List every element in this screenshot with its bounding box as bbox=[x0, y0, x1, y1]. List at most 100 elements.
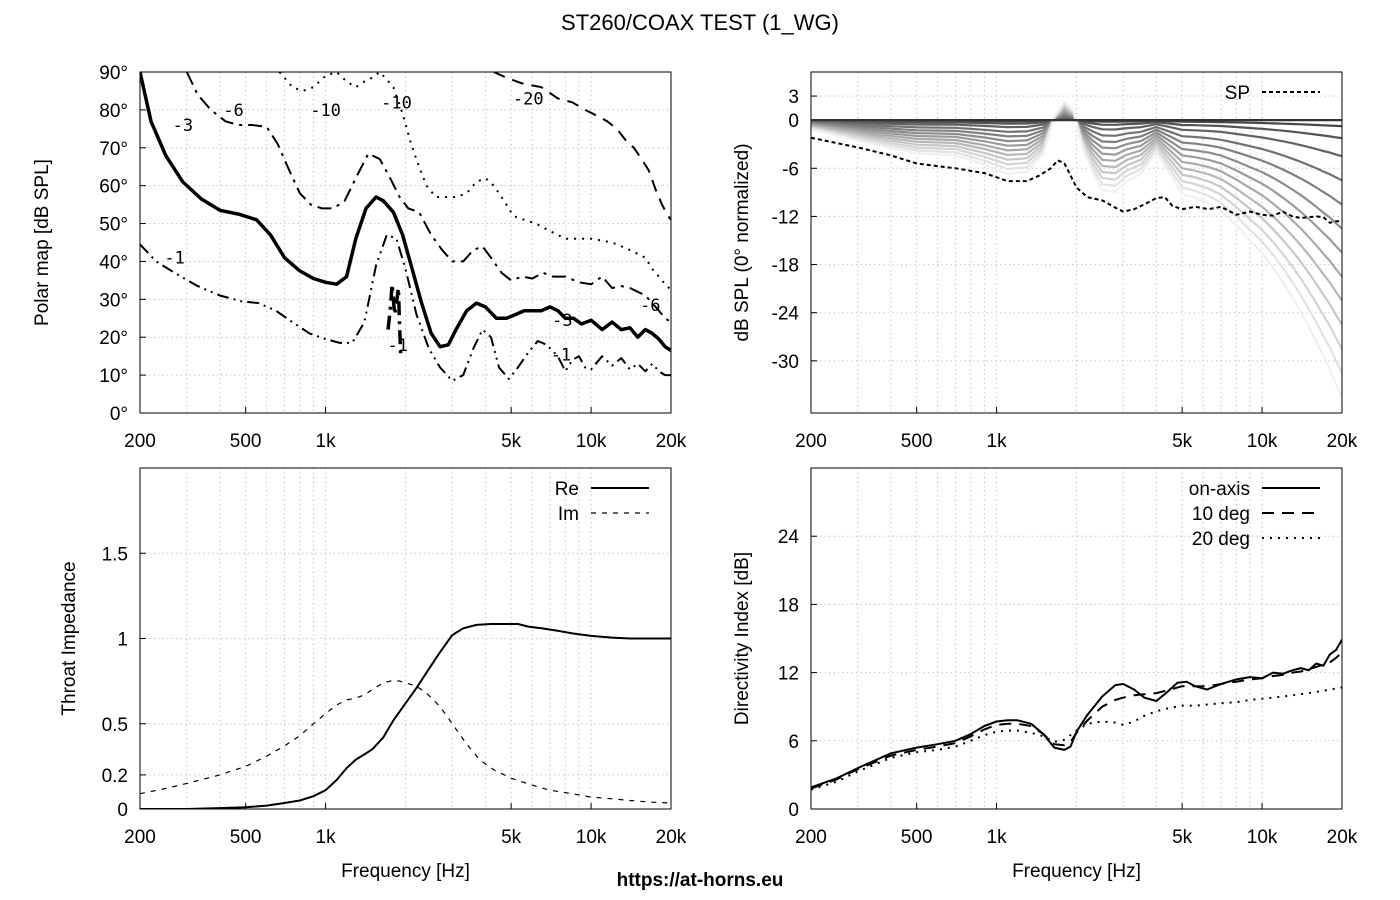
x-tick-label: 10k bbox=[576, 827, 607, 848]
series-line-3 bbox=[811, 686, 1342, 791]
series-line-2 bbox=[811, 651, 1342, 790]
y-tick-label: 1.5 bbox=[102, 544, 128, 565]
series-line-1 bbox=[140, 233, 671, 382]
off-axis-curve bbox=[811, 113, 1342, 206]
contour-label: -10 bbox=[310, 101, 341, 121]
y-tick-label: 0° bbox=[110, 404, 128, 425]
y-tick-label: 30° bbox=[99, 290, 128, 311]
off-axis-curve bbox=[811, 110, 1342, 254]
contour-label: -1 bbox=[551, 345, 571, 365]
x-tick-label: 5k bbox=[501, 431, 522, 452]
y-tick-label: 20° bbox=[99, 328, 128, 349]
off-axis-curve bbox=[811, 101, 1342, 374]
off-axis-curve bbox=[811, 105, 1342, 326]
x-tick-label: 5k bbox=[1172, 431, 1193, 452]
grid bbox=[140, 468, 671, 809]
x-tick-label: 200 bbox=[795, 431, 827, 452]
x-tick-label: 20k bbox=[656, 431, 687, 452]
x-tick-label: 10k bbox=[1247, 431, 1278, 452]
x-tick-label: 500 bbox=[230, 431, 262, 452]
y-tick-label: 70° bbox=[99, 139, 128, 160]
x-tick-label: 1k bbox=[316, 827, 337, 848]
x-tick-label: 5k bbox=[501, 827, 522, 848]
y-tick-label: 90° bbox=[99, 63, 128, 84]
contour-label: -20 bbox=[513, 90, 544, 110]
legend-label: SP bbox=[1225, 83, 1250, 104]
plot-area bbox=[140, 623, 671, 809]
footer-url[interactable]: https://at-horns.eu bbox=[617, 870, 784, 891]
y-tick-label: 0 bbox=[788, 111, 799, 132]
legend-label: Im bbox=[558, 504, 579, 525]
y-axis-title: Throat Impedance bbox=[59, 561, 80, 715]
contour-label: -1 bbox=[388, 336, 408, 356]
y-tick-label: 40° bbox=[99, 252, 128, 273]
y-tick-label: 50° bbox=[99, 215, 128, 236]
x-tick-label: 200 bbox=[124, 827, 156, 848]
y-axis-title: dB SPL (0° normalized) bbox=[732, 143, 753, 341]
plot-frame bbox=[139, 71, 672, 414]
series-line-1 bbox=[811, 639, 1342, 789]
series-line-6 bbox=[493, 72, 671, 221]
chart-polar-map: 200 500 1k 5k 10k 20k 0° 10° 20° 30° 40° 50° 60° 70° 8… bbox=[32, 63, 687, 452]
series-line-2 bbox=[386, 282, 403, 357]
y-tick-label: -18 bbox=[772, 256, 799, 277]
y-tick-label: 60° bbox=[99, 177, 128, 198]
y-tick-label: 18 bbox=[778, 595, 799, 616]
series-line-5 bbox=[278, 72, 671, 291]
y-tick-label: 12 bbox=[778, 664, 799, 685]
contour-label: -6 bbox=[223, 101, 243, 121]
contour-label: -1 bbox=[164, 249, 184, 269]
y-axis-title: Directivity Index [dB] bbox=[732, 552, 753, 725]
x-tick-label: 200 bbox=[795, 827, 827, 848]
plot-area bbox=[811, 99, 1342, 398]
x-tick-label: 5k bbox=[1172, 827, 1193, 848]
x-tick-label: 1k bbox=[316, 431, 337, 452]
y-tick-label: 0 bbox=[788, 800, 799, 821]
plot-frame bbox=[810, 71, 1343, 414]
y-tick-label: 3 bbox=[788, 87, 799, 108]
y-tick-label: 24 bbox=[778, 527, 800, 548]
chart-spl-normalized: 200 500 1k 5k 10k 20k 3 0 -6 -12 -18 -24 -30 dB SPL (… bbox=[732, 71, 1358, 452]
figure-title: ST260/COAX TEST (1_WG) bbox=[561, 10, 839, 35]
y-tick-label: -6 bbox=[782, 159, 799, 180]
x-tick-label: 1k bbox=[987, 431, 1008, 452]
off-axis-curve bbox=[811, 108, 1342, 278]
contour-label: -10 bbox=[381, 93, 412, 113]
legend-label: on-axis bbox=[1189, 479, 1250, 500]
contour-label: -6 bbox=[640, 296, 660, 316]
y-tick-label: 0.2 bbox=[102, 766, 128, 787]
y-tick-label: -30 bbox=[772, 352, 799, 373]
x-tick-label: 20k bbox=[1327, 827, 1358, 848]
plot-frame bbox=[810, 467, 1343, 810]
x-axis-title: Frequency [Hz] bbox=[341, 861, 470, 882]
legend-label: 20 deg bbox=[1192, 529, 1250, 550]
off-axis-curve bbox=[811, 111, 1342, 230]
y-tick-label: 0 bbox=[117, 800, 128, 821]
y-tick-label: 0.5 bbox=[102, 715, 128, 736]
x-axis-title: Frequency [Hz] bbox=[1012, 861, 1141, 882]
off-axis-curve bbox=[811, 117, 1342, 140]
contour-label: -3 bbox=[173, 116, 193, 136]
legend-label: Re bbox=[555, 479, 579, 500]
x-tick-label: 20k bbox=[1327, 431, 1358, 452]
chart-directivity-index: 200 500 1k 5k 10k 20k 0 6 12 18 24 Directivity Inde… bbox=[732, 467, 1358, 882]
series-line-1 bbox=[140, 623, 671, 809]
legend-label: 10 deg bbox=[1192, 504, 1250, 525]
off-axis-curve bbox=[811, 103, 1342, 350]
off-axis-curve bbox=[811, 114, 1342, 182]
series-line-4 bbox=[185, 72, 671, 323]
x-tick-label: 500 bbox=[901, 827, 933, 848]
contour-label: -3 bbox=[552, 311, 572, 331]
plot-area bbox=[140, 72, 671, 382]
y-axis-title: Polar map [dB SPL] bbox=[32, 159, 53, 326]
x-tick-label: 20k bbox=[656, 827, 687, 848]
off-axis-curve bbox=[811, 106, 1342, 302]
y-tick-label: -12 bbox=[772, 207, 799, 228]
legend: on-axis 10 deg 20 deg bbox=[1189, 479, 1320, 550]
x-tick-label: 500 bbox=[901, 431, 933, 452]
series-line-2 bbox=[811, 136, 1342, 224]
off-axis-curve-family bbox=[811, 99, 1342, 398]
legend: SP bbox=[1225, 83, 1320, 104]
y-tick-label: 80° bbox=[99, 101, 128, 122]
